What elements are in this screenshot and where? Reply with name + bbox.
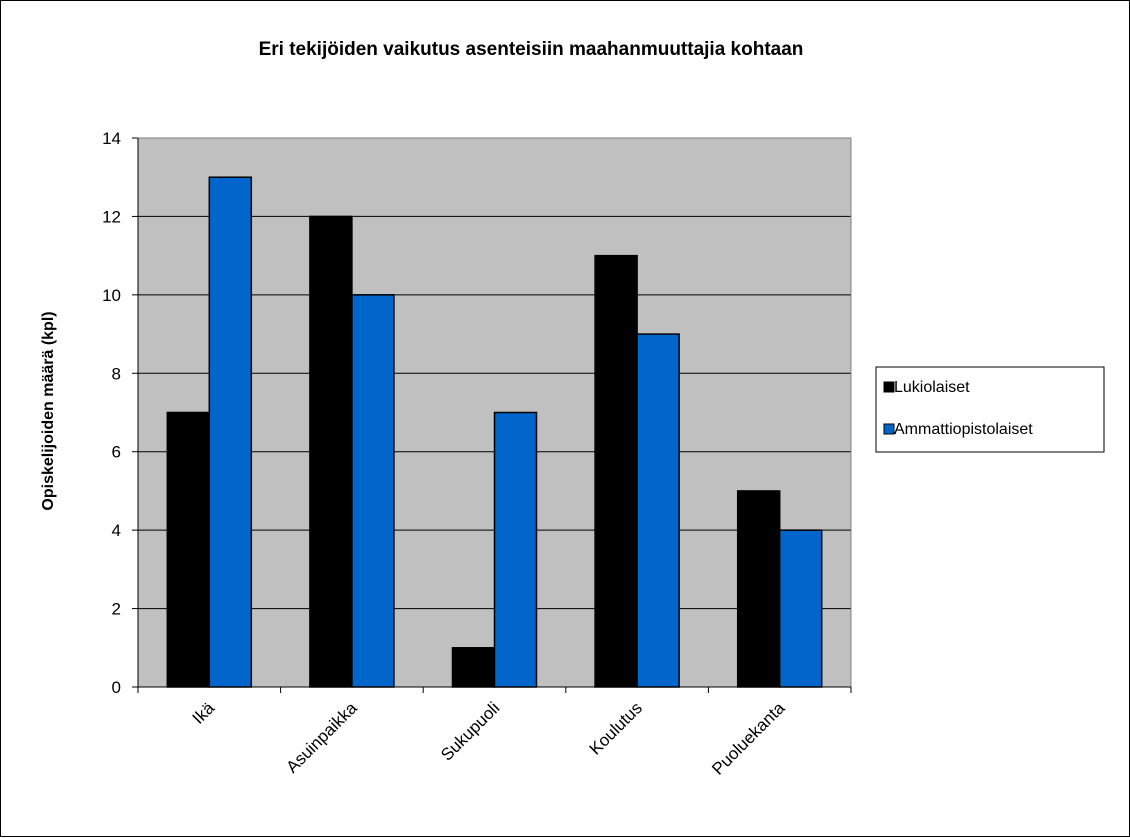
y-tick-label: 6 — [112, 443, 121, 462]
bar-ammattiopistolaiset-2 — [493, 411, 538, 688]
legend-swatch — [883, 423, 895, 435]
chart-title: Eri tekijöiden vaikutus asenteisiin maah… — [259, 39, 804, 60]
bar-ammattiopistolaiset-3 — [636, 333, 680, 688]
x-tick-label: Sukupuoli — [437, 698, 503, 764]
legend-box — [875, 366, 1105, 453]
y-tick-label: 8 — [112, 364, 121, 383]
y-tick-label: 4 — [112, 521, 121, 540]
x-tick-label: Koulutus — [586, 698, 646, 758]
x-tick-label: Ikä — [189, 698, 219, 728]
bar-lukiolaiset-4 — [736, 490, 781, 688]
x-tick-label: Puoluekanta — [708, 698, 789, 779]
legend: Lukiolaiset Ammattiopistolaiset — [875, 366, 1105, 453]
legend-swatch — [883, 381, 895, 393]
legend-label: Lukiolaiset — [894, 379, 970, 396]
y-tick-label: 12 — [102, 207, 121, 226]
legend-label: Ammattiopistolaiset — [894, 421, 1033, 438]
bar-ammattiopistolaiset-1 — [351, 294, 395, 688]
y-tick-labels: 0 2 4 6 8 10 12 14 — [102, 129, 121, 697]
bar-ammattiopistolaiset-4 — [778, 529, 823, 688]
y-tick-label: 2 — [112, 600, 121, 619]
bar-lukiolaiset-3 — [594, 254, 638, 688]
bar-lukiolaiset-1 — [309, 215, 353, 688]
y-tick-label: 0 — [112, 678, 121, 697]
x-tick-label: Asuinpaikka — [282, 698, 361, 777]
y-tick-label: 14 — [102, 129, 121, 148]
y-axis-label: Opiskelijoiden määrä (kpl) — [40, 311, 57, 510]
y-tick-label: 10 — [102, 286, 121, 305]
axes — [132, 137, 852, 693]
bar-lukiolaiset-2 — [451, 647, 496, 688]
bar-ammattiopistolaiset-0 — [208, 176, 253, 688]
x-tick-labels: Ikä Asuinpaikka Sukupuoli Koulutus Puoluekan… — [189, 698, 789, 779]
bar-lukiolaiset-0 — [166, 411, 211, 688]
